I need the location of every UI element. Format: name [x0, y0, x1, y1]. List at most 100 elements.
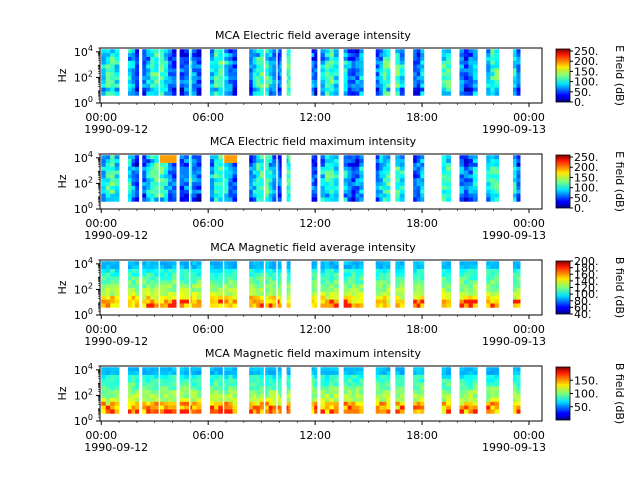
spectrogram-cell — [468, 166, 474, 171]
spectrogram-cell — [190, 56, 194, 62]
spectrogram-cell — [382, 268, 387, 274]
spectrogram-cell — [277, 382, 280, 387]
spectrogram-cell — [472, 159, 478, 164]
x-tick-label: 06:00 — [192, 217, 224, 230]
spectrogram-cell — [277, 390, 280, 395]
spectrogram-cell — [110, 166, 116, 171]
spectrogram-cell — [468, 405, 474, 410]
spectrogram-cell — [232, 79, 238, 85]
spectrogram-cell — [172, 280, 177, 285]
spectrogram-cell — [154, 166, 159, 171]
spectrogram-cell — [154, 272, 159, 277]
spectrogram-cell — [468, 386, 474, 391]
spectrogram-cell — [214, 53, 219, 58]
spectrogram-cell — [224, 72, 229, 77]
spectrogram-cell — [468, 60, 474, 65]
spectrogram-cell — [516, 291, 521, 297]
spectrogram-cell — [399, 390, 405, 395]
spectrogram-cell — [218, 166, 223, 171]
spectrogram-cell — [314, 374, 318, 380]
spectrogram-cell — [249, 182, 254, 187]
spectrogram-cell — [494, 284, 500, 289]
spectrogram-cell — [172, 49, 177, 54]
spectrogram-cell — [256, 162, 261, 168]
spectrogram-cell — [252, 390, 257, 395]
spectrogram-cell — [252, 378, 257, 383]
spectrogram-cell — [252, 162, 257, 168]
spectrogram-cell — [265, 405, 270, 410]
spectrogram-cell — [192, 291, 197, 297]
spectrogram-cell — [196, 76, 202, 81]
spectrogram-cell — [468, 49, 474, 54]
spectrogram-cell — [160, 276, 165, 281]
spectrogram-cell — [324, 291, 330, 297]
spectrogram-cell — [320, 159, 326, 164]
spectrogram-cell — [512, 91, 517, 96]
spectrogram-cell — [333, 56, 339, 62]
spectrogram-cell — [135, 64, 140, 69]
spectrogram-cell — [131, 60, 136, 65]
spectrogram-cell — [468, 72, 474, 77]
spectrogram-cell — [314, 295, 318, 301]
spectrogram-cell — [105, 79, 111, 85]
spectrogram-cell — [416, 280, 421, 285]
spectrogram-cell — [110, 265, 116, 270]
spectrogram-cell — [420, 390, 425, 395]
spectrogram-cell — [190, 272, 194, 277]
spectrogram-cell — [333, 276, 339, 281]
spectrogram-cell — [347, 189, 352, 195]
spectrogram-cell — [359, 87, 364, 92]
spectrogram-cell — [218, 299, 223, 304]
spectrogram-cell — [286, 64, 289, 69]
spectrogram-cell — [355, 386, 360, 391]
spectrogram-cell — [286, 276, 289, 281]
spectrogram-cell — [268, 155, 273, 160]
spectrogram-cell — [259, 409, 264, 414]
spectrogram-cell — [114, 268, 120, 274]
spectrogram-cell — [146, 185, 151, 191]
spectrogram-cell — [252, 159, 257, 164]
spectrogram-cell — [232, 303, 238, 308]
spectrogram-cell — [333, 409, 339, 414]
spectrogram-cell — [347, 91, 352, 96]
spectrogram-cell — [446, 272, 451, 277]
spectrogram-cell — [351, 382, 356, 387]
spectrogram-cell — [279, 60, 282, 65]
spectrogram-cell — [395, 367, 401, 372]
spectrogram-cell — [272, 197, 277, 202]
spectrogram-cell — [286, 166, 289, 171]
spectrogram-cell — [150, 405, 155, 410]
spectrogram-cell — [399, 91, 405, 96]
x-date-label: 1990-09-12 — [84, 335, 148, 348]
spectrogram-cell — [179, 284, 185, 289]
spectrogram-cell — [168, 382, 173, 387]
spectrogram-cell — [320, 174, 326, 179]
spectrogram-cell — [343, 280, 348, 285]
spectrogram-cell — [288, 189, 291, 195]
spectrogram-cell — [413, 378, 418, 383]
spectrogram-cell — [154, 178, 159, 183]
spectrogram-cell — [512, 367, 517, 372]
spectrogram-cell — [459, 178, 465, 183]
spectrogram-cell — [256, 49, 261, 54]
spectrogram-cell — [420, 303, 425, 308]
spectrogram-cell — [399, 72, 405, 77]
spectrogram-cell — [232, 64, 238, 69]
spectrogram-cell — [168, 390, 173, 395]
spectrogram-cell — [355, 268, 360, 274]
spectrogram-cell — [277, 374, 280, 380]
spectrogram-cell — [463, 382, 469, 387]
spectrogram-cell — [359, 303, 364, 308]
spectrogram-cell — [131, 409, 136, 414]
spectrogram-cell — [343, 166, 348, 171]
spectrogram-cell — [214, 280, 219, 285]
spectrogram-cell — [286, 288, 289, 293]
spectrogram-cell — [375, 87, 380, 92]
spectrogram-cell — [486, 182, 491, 187]
spectrogram-cell — [324, 166, 330, 171]
spectrogram-cell — [256, 284, 261, 289]
spectrogram-cell — [320, 265, 326, 270]
spectrogram-cell — [179, 401, 185, 407]
spectrogram-cell — [494, 189, 500, 195]
spectrogram-cell — [399, 166, 405, 171]
